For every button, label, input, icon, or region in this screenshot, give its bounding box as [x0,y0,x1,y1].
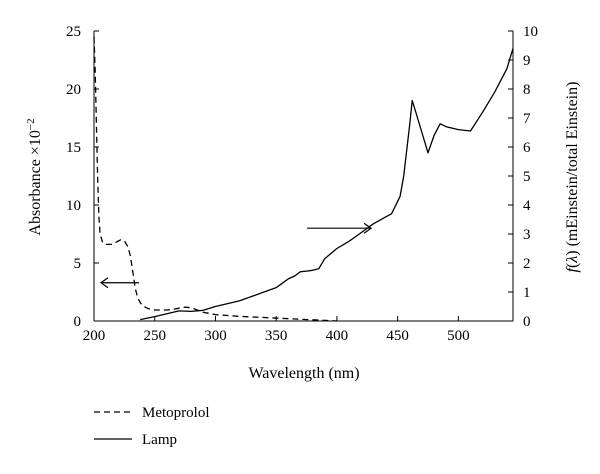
y-right-tick-label: 9 [523,53,531,69]
y-right-tick-label: 8 [523,82,531,98]
y-left-tick-label: 10 [66,198,81,214]
y-left-tick-label: 0 [74,314,82,330]
y-left-axis-title: Absorbance ×10−2 [25,118,44,235]
y-right-tick-label: 2 [523,256,531,272]
series-line-lamp [140,48,514,321]
x-tick-label: 400 [326,328,349,344]
x-tick-label: 300 [204,328,227,344]
y-right-tick-label: 3 [523,227,531,243]
axis-indicator-arrows [99,222,373,289]
x-axis-title: Wavelength (nm) [248,365,359,382]
axes-frame [93,31,514,322]
legend-label-metoprolol: Metoprolol [142,405,210,421]
x-tick-label: 450 [386,328,409,344]
y-right-axis-title: f(λ) (mEinstein/total Einstein) [564,82,581,273]
y-right-tick-label: 7 [523,111,531,127]
y-left-tick-label: 20 [66,82,81,98]
legend-label-lamp: Lamp [142,432,177,448]
y-right-tick-label: 6 [523,140,531,156]
y-left-tick-label: 25 [66,24,81,40]
tick-labels: 200 250 300 350 400 450 5000510152025012345678… [66,24,538,344]
y-left-tick-label: 15 [66,140,81,156]
x-tick-label: 200 [83,328,106,344]
y-left-tick-label: 5 [74,256,82,272]
y-right-tick-label: 0 [523,314,531,330]
legend: Metoprolol Lamp [94,405,210,448]
series-layer [93,36,514,322]
series-line-metoprolol [93,36,337,322]
x-tick-label: 250 [143,328,166,344]
arrow-right-head [363,222,373,234]
y-right-tick-label: 10 [523,24,538,40]
arrow-left-head [99,277,109,289]
tick-marks [93,30,513,322]
x-tick-label: 350 [265,328,288,344]
y-right-tick-label: 5 [523,169,531,185]
x-tick-label: 500 [447,328,470,344]
y-right-tick-label: 4 [523,198,531,214]
y-right-tick-label: 1 [523,285,531,301]
